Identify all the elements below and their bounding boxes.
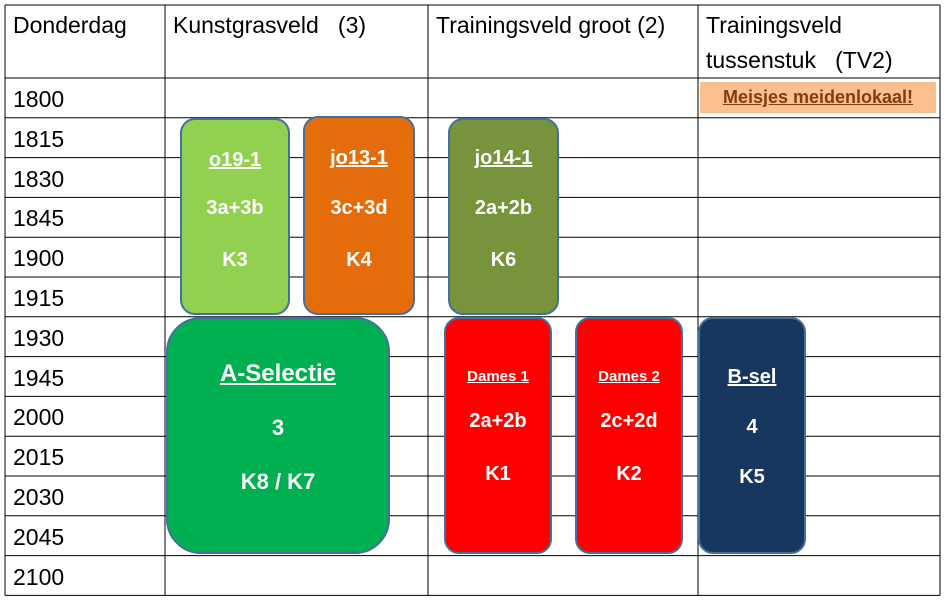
team-block	[448, 118, 559, 315]
block-groups: 4	[746, 416, 758, 438]
time-label: 1845	[13, 205, 65, 232]
note: Meisjes meidenlokaal!	[722, 87, 914, 107]
block-groups: 3	[271, 415, 285, 440]
time-label: 2030	[13, 484, 65, 510]
time-label: 2100	[13, 563, 65, 590]
block-groups: 3a+3b	[206, 197, 264, 219]
block-field: K8 / K7	[240, 469, 316, 494]
block-field: K4	[346, 249, 372, 271]
block-team: o19-1	[208, 149, 262, 171]
team-block	[180, 118, 290, 315]
team-block	[303, 116, 415, 315]
note-box	[700, 82, 936, 113]
block-field: K2	[616, 463, 642, 485]
time-label: 1930	[13, 324, 65, 351]
block-team: jo13-1	[330, 147, 388, 169]
header-cell: Donderdag	[13, 12, 127, 38]
block-groups: 3c+3d	[330, 197, 388, 219]
block-groups: 2a+2b	[469, 410, 527, 432]
team-block	[444, 317, 552, 554]
team-block	[166, 317, 390, 554]
block-groups: 2a+2b	[474, 197, 533, 219]
block-groups: 2c+2d	[600, 410, 658, 432]
time-label: 1915	[13, 285, 65, 311]
time-label: 1800	[13, 86, 65, 112]
time-label: 1815	[13, 125, 65, 152]
time-label: 1830	[13, 165, 65, 192]
block-team: Dames 2	[598, 368, 660, 385]
block-field: K6	[490, 249, 517, 271]
team-block	[575, 317, 683, 554]
team-block	[698, 317, 806, 554]
block-team: B-sel	[727, 366, 777, 388]
block-team: A-Selectie	[219, 360, 337, 387]
header-cell: Trainingsveld tussenstuk (TV2)	[706, 12, 893, 73]
block-team: Dames 1	[467, 368, 529, 385]
block-field: K1	[485, 463, 511, 485]
block-team: jo14-1	[474, 147, 533, 169]
block-field: K5	[739, 466, 765, 488]
time-label: 1945	[13, 364, 65, 391]
time-label: 1900	[13, 245, 65, 272]
header-cell: Kunstgrasveld (3)	[173, 12, 367, 38]
time-label: 2000	[13, 404, 65, 431]
header-cell: Trainingsveld groot (2)	[436, 12, 666, 38]
time-label: 2015	[13, 444, 65, 471]
block-field: K3	[222, 249, 248, 271]
time-label: 2045	[13, 523, 65, 550]
